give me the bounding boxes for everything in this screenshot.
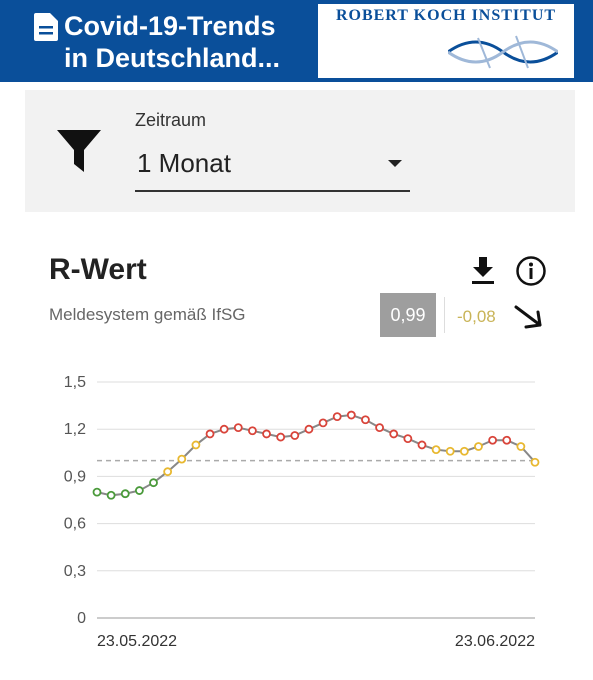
app-title: Covid-19-Trends in Deutschland... [64,10,314,74]
filter-icon [57,130,101,172]
card-subtitle: Meldesystem gemäß IfSG [49,305,246,324]
data-point [346,410,356,420]
data-point [318,418,328,428]
data-point [530,457,540,467]
data-point [332,412,342,422]
data-point [276,432,286,442]
y-tick-label: 0,6 [64,516,86,533]
divider [444,297,445,333]
r-value-chart: 0 0,3 0,6 0,9 1,2 1,5 23.05.2022 23.06.2022 [64,374,540,650]
app-header: Covid-19-Trends in Deutschland... ROBERT… [0,0,593,82]
chevron-down-icon [388,160,402,167]
data-point [177,454,187,464]
data-point [149,478,158,488]
app-title-line2: in Deutschland... [64,43,281,73]
data-point [219,424,229,434]
y-tick-label: 0,3 [64,563,86,580]
data-point [134,486,144,495]
download-icon[interactable] [471,257,495,285]
arrow-down-right-icon [514,305,542,329]
data-point [445,446,455,456]
y-tick-label: 0,9 [64,468,86,485]
info-icon[interactable] [515,255,547,287]
data-point [389,429,399,439]
data-point [163,467,173,477]
filter-panel: Zeitraum 1 Monat [25,90,575,212]
x-end-label: 23.06.2022 [455,633,535,650]
data-point [248,426,257,436]
x-start-label: 23.05.2022 [97,633,177,650]
data-point [262,429,271,439]
current-r-value-badge: 0,99 [380,293,436,337]
y-tick-label: 1,5 [64,374,86,391]
data-point [205,429,215,439]
data-point [361,415,370,425]
logo-emblem-icon [448,35,558,69]
timeframe-select[interactable]: 1 Monat [135,140,410,192]
app-title-line1: Covid-19-Trends [64,11,276,41]
r-value-change: -0,08 [457,307,496,326]
logo-text: ROBERT KOCH INSTITUT [335,7,557,24]
card-title: R-Wert [49,253,147,286]
data-point [375,423,384,433]
data-point [431,445,441,455]
document-icon [34,13,58,41]
data-point [516,442,526,451]
data-point [502,435,512,445]
data-point [191,440,201,450]
y-tick-label: 1,2 [64,421,86,438]
y-tick-label: 0 [77,610,86,627]
data-point [233,423,243,433]
data-point [459,446,469,456]
data-point [488,435,498,445]
data-point [290,431,300,440]
data-point [304,424,314,434]
data-point [474,442,483,451]
timeframe-label: Zeitraum [135,110,207,130]
r-value-card: R-Wert Meldesystem gemäß IfSG 0,99 -0,08 [25,215,575,680]
data-point [92,487,102,497]
rki-logo: ROBERT KOCH INSTITUT [318,4,574,78]
series-line [96,413,536,497]
data-point [417,440,427,450]
timeframe-value: 1 Monat [137,148,231,178]
data-point [120,489,130,499]
data-point [403,434,413,444]
data-point [106,490,116,500]
